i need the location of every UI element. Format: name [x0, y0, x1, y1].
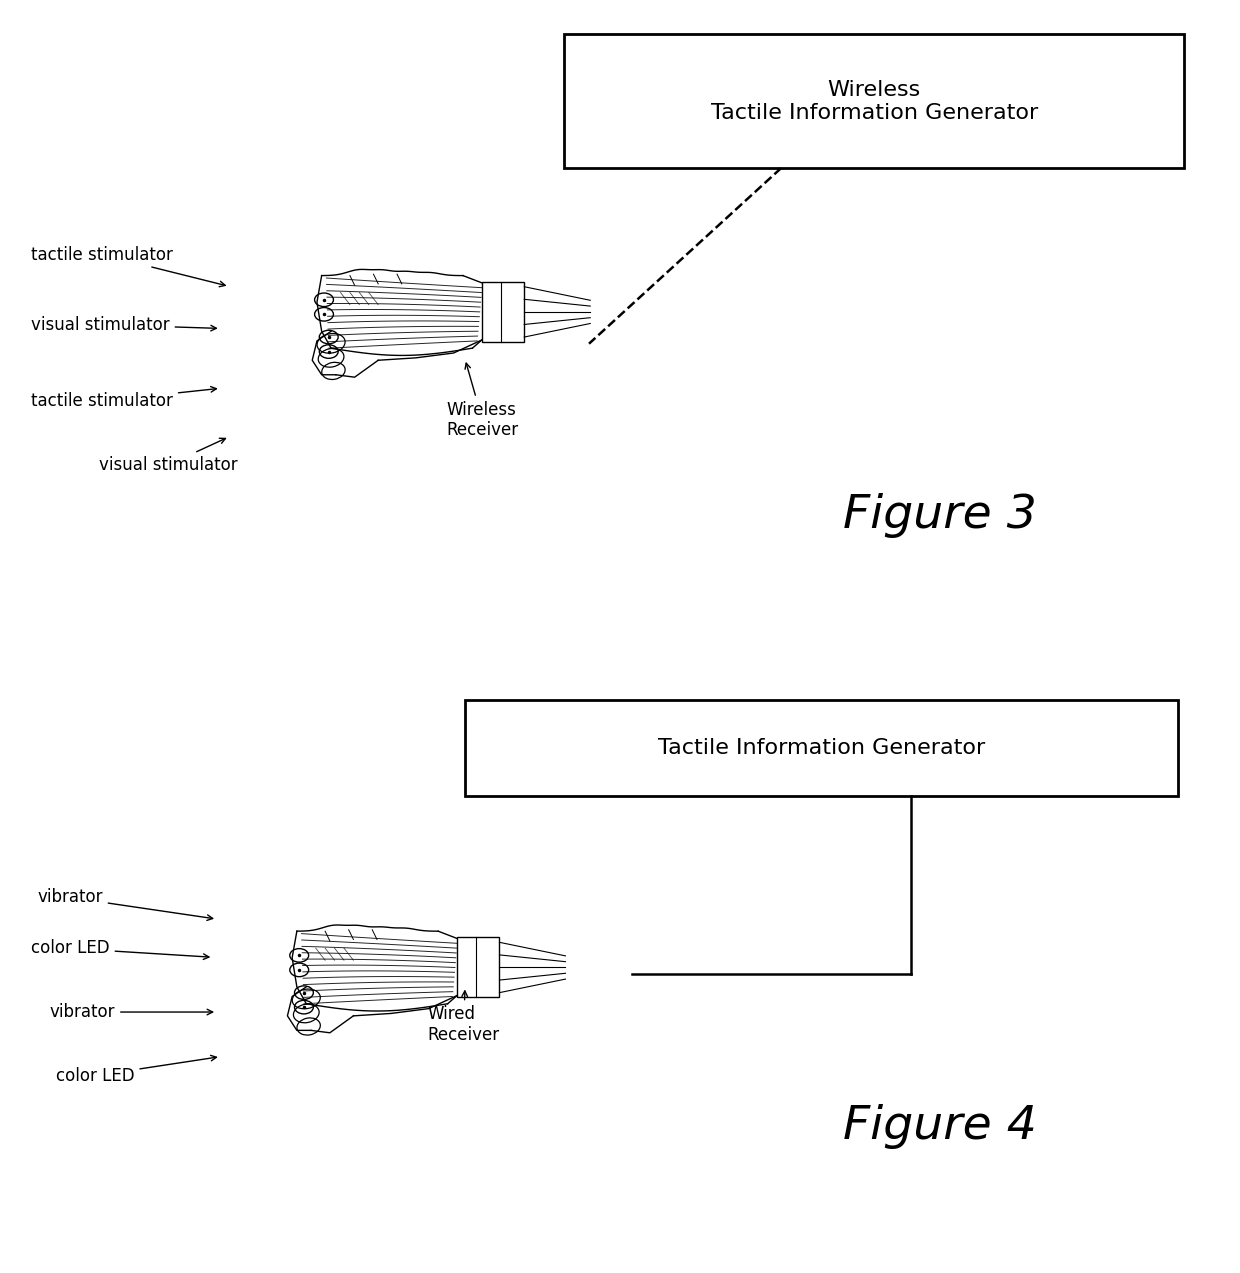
Text: Figure 4: Figure 4 [843, 1104, 1037, 1150]
Text: color LED: color LED [56, 1055, 217, 1085]
Text: tactile stimulator: tactile stimulator [31, 246, 226, 286]
Text: tactile stimulator: tactile stimulator [31, 387, 217, 410]
Bar [458, 937, 500, 998]
Text: visual stimulator: visual stimulator [99, 438, 238, 474]
Text: Wireless
Tactile Information Generator: Wireless Tactile Information Generator [711, 80, 1038, 122]
Bar [564, 34, 1184, 168]
Text: visual stimulator: visual stimulator [31, 316, 217, 334]
Text: vibrator: vibrator [50, 1003, 213, 1021]
Text: Wireless
Receiver: Wireless Receiver [446, 363, 518, 439]
Text: Wired
Receiver: Wired Receiver [428, 990, 500, 1044]
Text: color LED: color LED [31, 939, 210, 960]
Text: Tactile Information Generator: Tactile Information Generator [658, 738, 985, 757]
Text: Figure 3: Figure 3 [843, 493, 1037, 538]
Text: vibrator: vibrator [37, 889, 213, 920]
Bar [465, 700, 1178, 796]
Bar [482, 281, 525, 342]
